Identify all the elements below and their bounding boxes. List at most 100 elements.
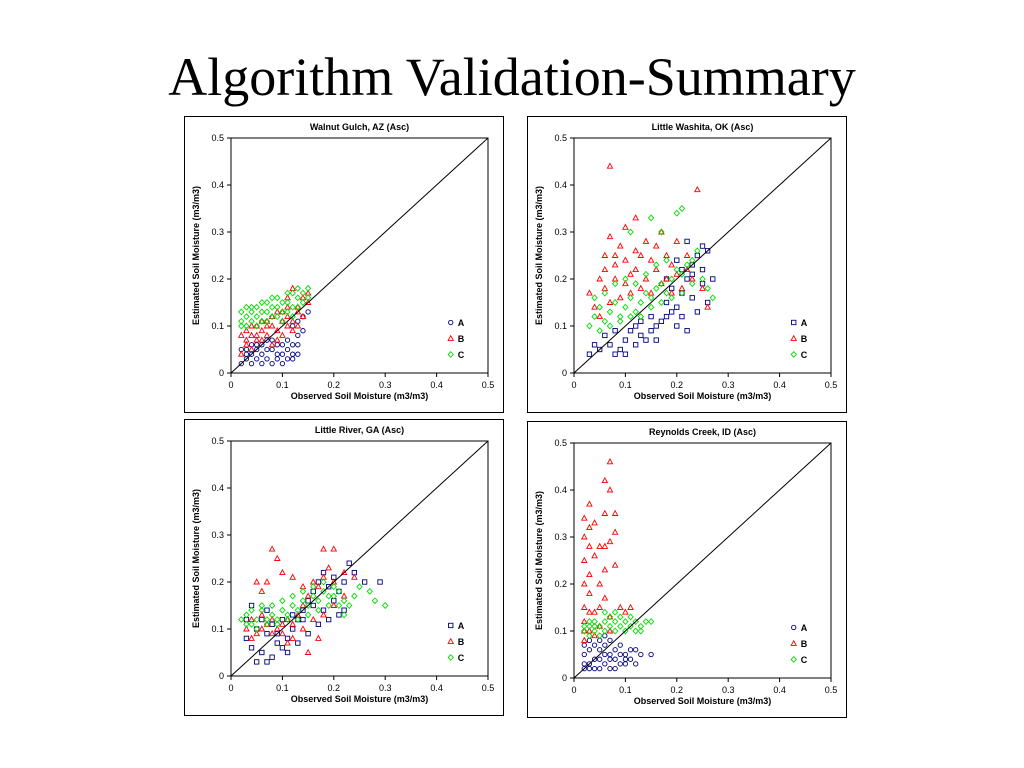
legend-label: C [458, 350, 465, 360]
data-point [586, 622, 593, 630]
data-point [622, 303, 629, 311]
data-point [663, 256, 670, 264]
data-point [586, 665, 593, 672]
data-point [279, 360, 286, 367]
data-point [622, 223, 629, 230]
data-point [622, 351, 629, 357]
data-point [243, 635, 250, 642]
data-point [607, 665, 613, 672]
data-point [612, 351, 618, 357]
data-point [611, 627, 619, 635]
data-point [602, 332, 608, 339]
data-point [632, 308, 639, 316]
data-point [617, 313, 624, 321]
x-tick-label: 0.4 [430, 683, 443, 693]
data-point [243, 351, 250, 357]
data-point [377, 579, 383, 585]
data-point [689, 256, 696, 264]
data-point [606, 308, 614, 316]
data-point [622, 651, 629, 658]
data-point [284, 616, 291, 624]
x-tick-label: 0.1 [276, 683, 289, 693]
data-point [305, 631, 311, 637]
data-point [611, 561, 619, 568]
data-point [647, 618, 655, 626]
data-point [289, 634, 297, 641]
y-tick-label: 0 [219, 368, 224, 378]
data-point [694, 309, 701, 315]
data-point [658, 280, 665, 288]
data-point [581, 622, 588, 630]
data-point [279, 342, 286, 348]
x-axis-label: Observed Soil Moisture (m3/m3) [291, 391, 429, 401]
scatter-chart: Walnut Gulch, AZ (Asc) 0 0.1 0.2 0.3 0.4 0.5 0 0… [191, 122, 494, 401]
data-point [263, 616, 271, 624]
data-point [602, 651, 608, 658]
data-point [274, 356, 280, 362]
data-point [658, 299, 665, 306]
data-point [238, 317, 245, 325]
y-tick-label: 0.4 [554, 180, 567, 190]
data-point [268, 341, 276, 348]
y-tick-label: 0.5 [554, 133, 567, 143]
data-point [597, 647, 603, 653]
data-point [611, 618, 619, 626]
data-point [647, 294, 655, 302]
data-point [580, 603, 588, 610]
series-C [586, 205, 716, 335]
data-point [607, 342, 613, 348]
data-point [602, 661, 608, 667]
chart-panel-little-river: Little River, GA (Asc) 0 0.1 0.2 0.3 0.4 0.5 0 0… [184, 419, 504, 716]
data-point [633, 647, 639, 653]
y-tick-label: 0 [562, 673, 567, 683]
data-point [258, 611, 266, 618]
data-point [294, 284, 302, 292]
data-point [622, 608, 629, 615]
data-point [580, 514, 588, 521]
data-point [642, 237, 650, 244]
data-point [581, 642, 587, 648]
data-point [601, 476, 609, 484]
data-point [591, 294, 598, 302]
x-tick-label: 0.1 [276, 380, 289, 390]
data-point [315, 597, 322, 605]
y-tick-label: 0.1 [554, 321, 567, 331]
data-point [258, 317, 266, 324]
series-C [238, 578, 389, 633]
data-point [351, 573, 358, 580]
data-point [284, 356, 291, 362]
data-point [299, 299, 307, 306]
data-point [694, 185, 701, 193]
data-point [320, 545, 327, 552]
x-tick-label: 0.3 [722, 380, 735, 390]
data-point [289, 289, 296, 297]
data-point [658, 228, 665, 235]
data-point [299, 601, 307, 608]
data-point [258, 299, 266, 306]
data-point [263, 331, 271, 338]
data-point [264, 659, 270, 665]
data-point [290, 356, 296, 362]
data-point [586, 608, 593, 615]
data-point [284, 346, 291, 353]
data-point [248, 317, 255, 325]
legend-marker [447, 654, 454, 661]
data-point [289, 303, 296, 311]
data-point [335, 587, 343, 595]
data-point [299, 597, 307, 605]
data-point [710, 276, 716, 282]
data-point [648, 328, 654, 334]
data-point [279, 629, 286, 637]
data-point [279, 308, 286, 315]
legend-marker [790, 639, 798, 646]
data-point [263, 578, 271, 585]
data-point [274, 313, 281, 321]
data-point [268, 322, 276, 329]
data-point [586, 647, 593, 653]
data-point [284, 337, 291, 343]
data-point [601, 289, 609, 297]
data-point [596, 622, 604, 629]
data-point [601, 509, 609, 516]
data-point [591, 656, 598, 662]
data-point [622, 337, 629, 343]
